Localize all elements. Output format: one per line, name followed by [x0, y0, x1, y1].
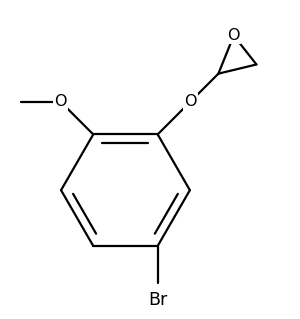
Text: O: O: [55, 94, 67, 109]
Text: O: O: [227, 28, 240, 43]
Text: Br: Br: [148, 291, 167, 309]
Text: O: O: [184, 94, 197, 109]
